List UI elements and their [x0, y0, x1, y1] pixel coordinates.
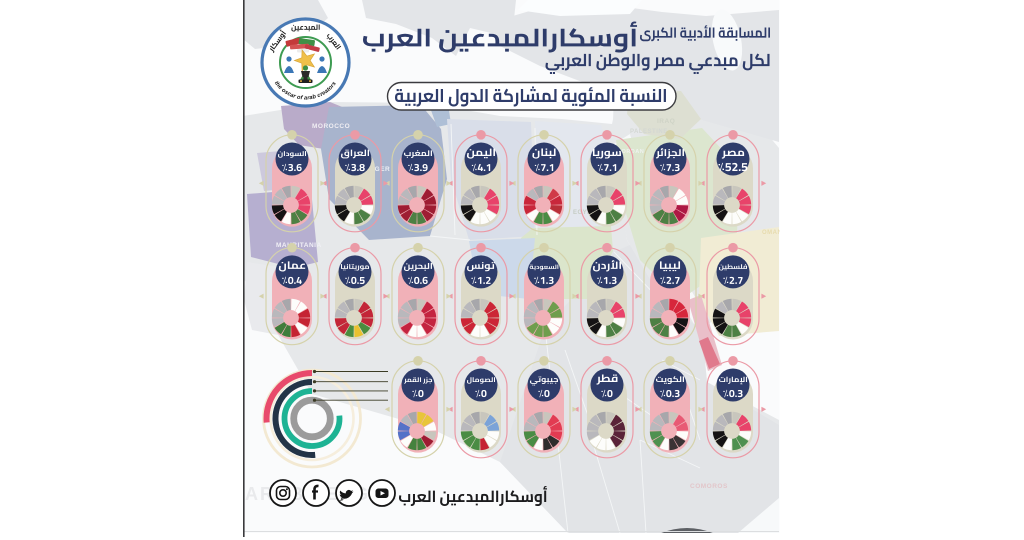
- svg-text:JORDAN: JORDAN: [618, 149, 644, 155]
- svg-text:OMAN: OMAN: [762, 230, 782, 236]
- svg-text:ALGER: ALGER: [365, 166, 390, 173]
- svg-text:IRAQ: IRAQ: [657, 118, 675, 125]
- svg-text:EGYPT: EGYPT: [573, 210, 596, 216]
- svg-text:MOROCCO: MOROCCO: [312, 123, 350, 130]
- svg-text:PALESTINE: PALESTINE: [630, 129, 668, 135]
- svg-text:MAURITANIA: MAURITANIA: [276, 242, 322, 249]
- svg-text:COMOROS: COMOROS: [690, 483, 728, 490]
